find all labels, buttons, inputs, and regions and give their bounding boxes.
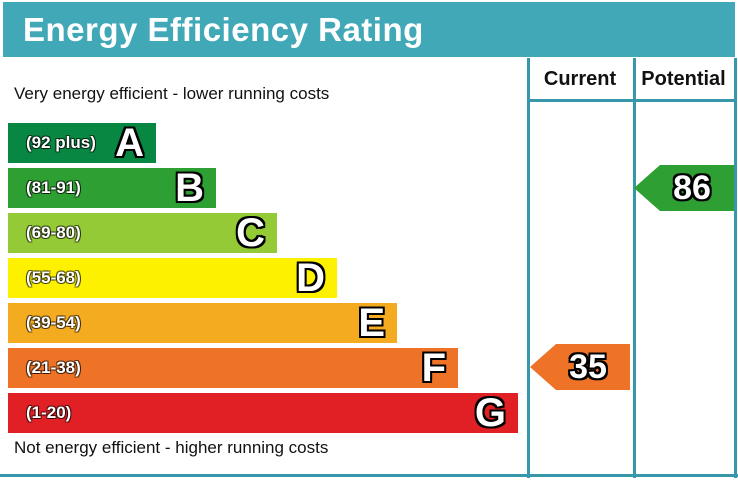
band-range-label: (92 plus) — [26, 133, 96, 152]
current-column-header: Current — [543, 68, 617, 90]
band-c: (69-80) C — [8, 213, 277, 253]
current-rating-arrow: 35 — [530, 344, 630, 390]
caption-not-efficient: Not energy efficient - higher running co… — [14, 438, 329, 457]
band-letter: F — [421, 346, 446, 390]
chart-title: Energy Efficiency Rating — [23, 11, 424, 48]
band-f: (21-38) F — [8, 348, 458, 388]
band-range-label: (21-38) — [26, 358, 81, 377]
band-e: (39-54) E — [8, 303, 397, 343]
potential-rating-value: 86 — [673, 169, 711, 207]
band-g: (1-20) G — [8, 393, 518, 433]
band-range-label: (55-68) — [26, 268, 81, 287]
band-letter: G — [474, 391, 506, 435]
band-range-label: (39-54) — [26, 313, 81, 332]
band-a: (92 plus) A — [8, 123, 156, 163]
band-range-label: (81-91) — [26, 178, 81, 197]
potential-column-right-rule — [734, 58, 737, 478]
caption-very-efficient: Very energy efficient - lower running co… — [14, 84, 330, 103]
band-range-label: (1-20) — [26, 403, 72, 422]
band-letter: D — [296, 256, 325, 300]
band-letter: C — [236, 211, 265, 255]
band-b: (81-91) B — [8, 168, 216, 208]
potential-column-header: Potential — [641, 68, 726, 90]
band-letter: E — [358, 301, 385, 345]
band-range-label: (69-80) — [26, 223, 81, 242]
current-rating-value: 35 — [569, 348, 607, 386]
header-underline-rule — [527, 99, 737, 102]
bottom-rule — [0, 474, 738, 477]
chart-title-bar: Energy Efficiency Rating — [3, 2, 735, 57]
potential-column-left-rule — [633, 58, 636, 478]
band-letter: B — [175, 166, 204, 210]
potential-rating-arrow: 86 — [634, 165, 734, 211]
current-column-left-rule — [527, 58, 530, 478]
band-d: (55-68) D — [8, 258, 337, 298]
band-letter: A — [115, 121, 144, 165]
